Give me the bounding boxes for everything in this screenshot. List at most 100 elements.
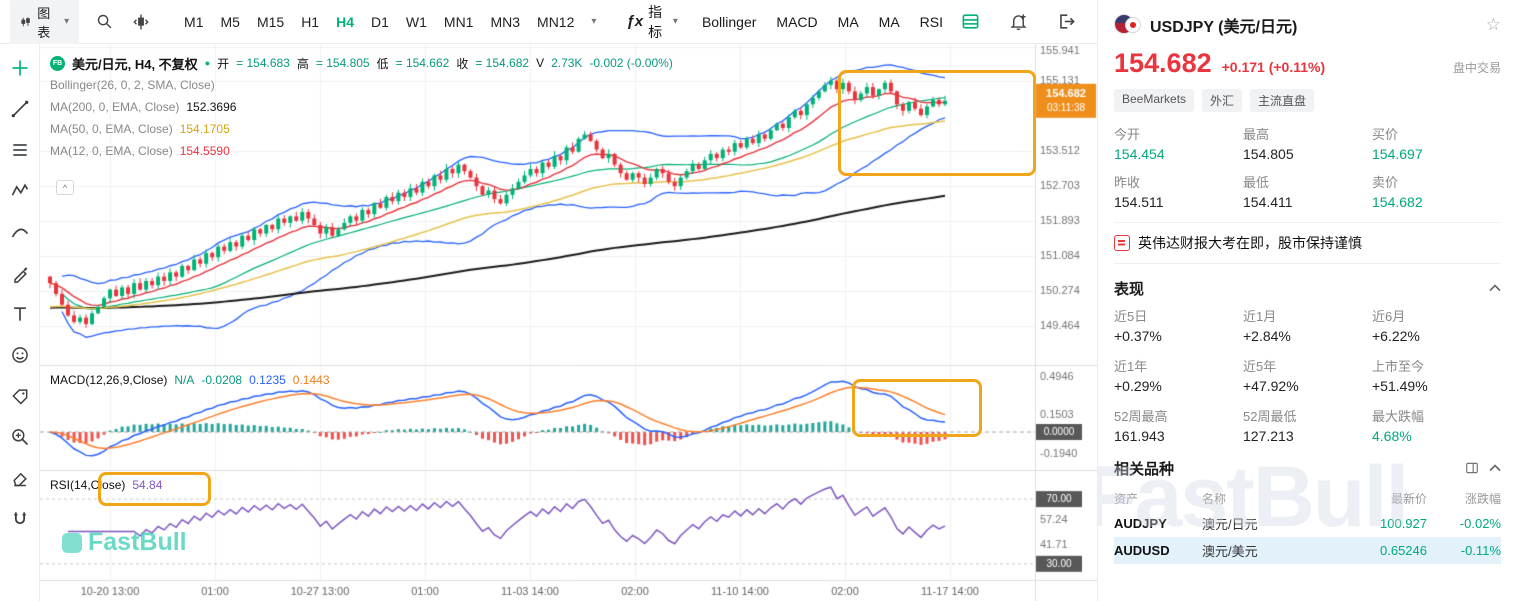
- compare-icon: [133, 14, 149, 29]
- magnet-tool[interactable]: [8, 507, 32, 531]
- sign-out-icon: [1059, 14, 1075, 29]
- performance-item: 近1月 +2.84%: [1243, 309, 1291, 344]
- timeframe-mn3[interactable]: MN3: [490, 13, 521, 30]
- sidebar-header: USDJPY (美元/日元) ☆: [1114, 10, 1501, 40]
- price-change: +0.171 (+0.11%): [1221, 59, 1326, 75]
- zoom-in-tool[interactable]: [8, 425, 32, 449]
- pair-flag-icon: [1114, 14, 1142, 36]
- symbol-tags: BeeMarkets 外汇 主流直盘: [1114, 89, 1501, 112]
- session-status: 盘中交易: [1452, 61, 1501, 75]
- favorite-star-icon[interactable]: ☆: [1485, 15, 1501, 34]
- timeframe-caret-icon[interactable]: ▾: [591, 16, 597, 27]
- timeframe-mn12[interactable]: MN12: [537, 13, 575, 30]
- indicator-bollinger-button[interactable]: Bollinger: [701, 13, 757, 30]
- indicator-ma-button-2[interactable]: MA: [878, 13, 900, 30]
- col-asset: 资产: [1114, 491, 1139, 506]
- toolbar-right-icons: [957, 9, 1087, 35]
- timeframe-h4-active[interactable]: H4: [336, 13, 354, 30]
- performance-item: 近5日 +0.37%: [1114, 309, 1162, 344]
- brush-tool[interactable]: [8, 261, 32, 285]
- chart-type-menu[interactable]: 图表 ▾: [10, 0, 80, 46]
- related-title: 相关品种: [1114, 460, 1175, 478]
- fx-icon: ƒx: [626, 13, 644, 30]
- alert-add-button[interactable]: [1005, 9, 1031, 35]
- symbol-title: USDJPY (美元/日元): [1150, 19, 1298, 36]
- quote-open: 今开 154.454: [1114, 127, 1165, 162]
- category-chip[interactable]: 主流直盘: [1250, 89, 1315, 112]
- market-chip[interactable]: 外汇: [1202, 89, 1243, 112]
- last-price: 154.682: [1114, 48, 1212, 78]
- timeframe-m5[interactable]: M5: [220, 13, 240, 30]
- top-toolbar: 图表 ▾ M1 M5 M15 H1 H4 D1 W1 MN1 MN3 MN12 …: [0, 0, 1097, 46]
- active-indicator-buttons: Bollinger MACD MA MA RSI: [702, 14, 943, 30]
- performance-item: 52周最高 161.943: [1114, 409, 1168, 444]
- quote-bid: 买价 154.697: [1372, 127, 1423, 162]
- curve-tool[interactable]: [8, 220, 32, 244]
- indicator-rsi-button[interactable]: RSI: [919, 13, 943, 30]
- news-headline-link[interactable]: 英伟达财报大考在即，股市保持谨慎: [1114, 222, 1501, 264]
- text-tool[interactable]: [8, 302, 32, 326]
- eraser-tool[interactable]: [8, 466, 32, 490]
- performance-section-header[interactable]: 表现: [1114, 274, 1501, 302]
- performance-grid: 近5日 +0.37% 近1月 +2.84% 近6月 +6.22% 近1年 +0.29% …: [1114, 306, 1501, 444]
- layout-grid-icon: [962, 14, 978, 29]
- news-headline: 英伟达财报大考在即，股市保持谨慎: [1138, 235, 1362, 251]
- timeframe-group: M1 M5 M15 H1 H4 D1 W1 MN1 MN3 MN12 ▾: [184, 14, 596, 30]
- performance-item: 52周最低 127.213: [1243, 409, 1297, 444]
- related-section-header[interactable]: 相关品种: [1114, 454, 1501, 482]
- quote-grid: 今开 154.454 最高 154.805 买价 154.697 昨收 154.511 …: [1114, 124, 1501, 210]
- bell-plus-icon: [1009, 14, 1027, 31]
- annotation-box-price[interactable]: [838, 70, 1036, 176]
- compare-symbol-button[interactable]: [130, 9, 152, 35]
- timeframe-m1[interactable]: M1: [184, 13, 204, 30]
- indicators-menu[interactable]: ƒx 指标 ▾: [626, 2, 678, 42]
- price-row: 154.682 +0.171 (+0.11%) 盘中交易: [1114, 48, 1501, 79]
- performance-item: 近6月 +6.22%: [1372, 309, 1420, 344]
- quote-low: 最低 154.411: [1243, 175, 1293, 210]
- news-icon: [1114, 235, 1130, 251]
- exit-fullscreen-button[interactable]: [1053, 9, 1079, 35]
- performance-item: 上市至今 +51.49%: [1372, 359, 1428, 394]
- indicators-menu-label: 指标: [648, 3, 663, 40]
- quote-high: 最高 154.805: [1243, 127, 1294, 162]
- panel-icon[interactable]: [1465, 461, 1479, 475]
- legend-collapse-button[interactable]: ^: [56, 180, 74, 195]
- layout-grid-button[interactable]: [957, 9, 983, 35]
- chart-region: FB 美元/日元, H4, 不复权 ● 开 = 154.683 高 = 154.80…: [40, 44, 1097, 601]
- price-tag-tool[interactable]: [8, 384, 32, 408]
- related-row-audusd[interactable]: AUDUSD 澳元/美元 0.65246 -0.11%: [1114, 537, 1501, 564]
- col-name: 名称: [1202, 491, 1227, 506]
- related-table-header: 资产 名称 最新价 涨跌幅: [1114, 486, 1501, 510]
- related-table: 资产 名称 最新价 涨跌幅 AUDJPY 澳元/日元 100.927 -0.02…: [1114, 486, 1501, 564]
- caret-down-icon: ▾: [64, 16, 70, 27]
- quote-ask: 卖价 154.682: [1372, 175, 1423, 210]
- quote-prev-close: 昨收 154.511: [1114, 175, 1164, 210]
- broker-chip[interactable]: BeeMarkets: [1114, 89, 1195, 112]
- performance-item: 近1年 +0.29%: [1114, 359, 1162, 394]
- search-button[interactable]: [93, 9, 115, 35]
- performance-item: 近5年 +47.92%: [1243, 359, 1299, 394]
- timeframe-m15[interactable]: M15: [256, 13, 285, 30]
- symbol-sidebar: USDJPY (美元/日元) ☆ 154.682 +0.171 (+0.11%)…: [1097, 0, 1517, 601]
- annotation-box-rsi[interactable]: [98, 472, 211, 506]
- related-row-audjpy[interactable]: AUDJPY 澳元/日元 100.927 -0.02%: [1114, 516, 1501, 532]
- elliott-waves-tool[interactable]: [8, 179, 32, 203]
- emoji-tool[interactable]: [8, 343, 32, 367]
- indicator-macd-button[interactable]: MACD: [776, 13, 818, 30]
- chevron-up-icon[interactable]: [1489, 284, 1501, 292]
- timeframe-mn1[interactable]: MN1: [443, 13, 474, 30]
- fib-retracement-tool[interactable]: [8, 138, 32, 162]
- chevron-up-icon[interactable]: [1489, 464, 1501, 472]
- col-change: 涨跌幅: [1464, 491, 1501, 506]
- price-chart-canvas[interactable]: [40, 44, 1097, 601]
- timeframe-d1[interactable]: D1: [371, 13, 389, 30]
- crosshair-tool[interactable]: [8, 56, 32, 80]
- annotation-box-macd[interactable]: [852, 379, 982, 437]
- indicator-ma-button-1[interactable]: MA: [837, 13, 859, 30]
- performance-title: 表现: [1114, 280, 1145, 298]
- col-price: 最新价: [1390, 491, 1427, 506]
- timeframe-h1[interactable]: H1: [301, 13, 320, 30]
- timeframe-w1[interactable]: W1: [405, 13, 427, 30]
- trend-line-tool[interactable]: [8, 97, 32, 121]
